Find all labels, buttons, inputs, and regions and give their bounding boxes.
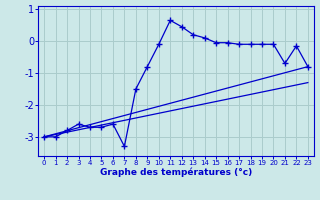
X-axis label: Graphe des températures (°c): Graphe des températures (°c) — [100, 168, 252, 177]
